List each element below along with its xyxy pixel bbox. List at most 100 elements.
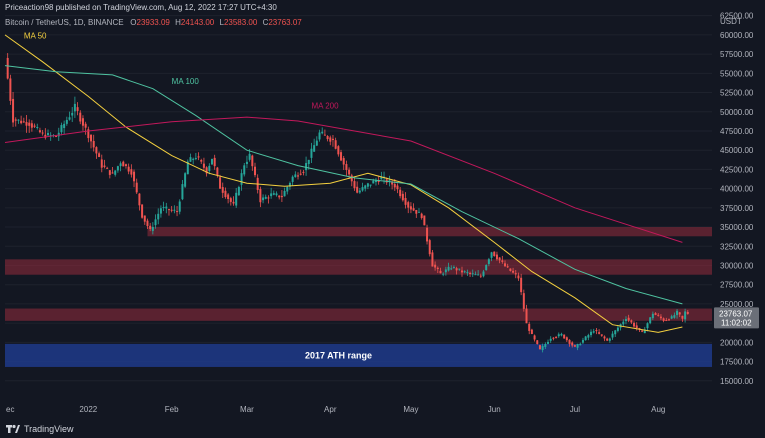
candle-body [557,334,560,337]
candle-body [684,311,687,320]
candle-body [361,187,364,191]
price-tick-label: 47500.00 [720,127,754,136]
price-tick-label: 57500.00 [720,50,754,59]
candle-body [100,159,103,168]
price-tick-label: 52500.00 [720,89,754,98]
candle-body [294,174,297,178]
candle-body [544,343,547,347]
time-axis[interactable]: ec 2022 Feb Mar Apr May Jun Jul Aug [6,405,665,414]
candle-body [272,193,275,195]
ohlc-low-value: 23583.00 [223,18,258,27]
candle-body [130,169,133,175]
candle-body [616,327,619,331]
time-tick-label: Jun [488,405,501,414]
candle-body [219,177,222,189]
candle-body [221,187,224,193]
candle-body [12,98,15,123]
ma50-line [4,34,683,333]
candle-body [342,158,345,165]
resistance-zone [5,259,712,275]
candle-body [350,175,353,182]
candle-body [90,134,93,142]
candle-body [504,263,507,267]
candle-body [624,319,627,322]
candle-body [401,193,404,201]
price-tick-label: 62500.00 [720,12,754,21]
candle-body [337,146,340,155]
price-tick-label: 40000.00 [720,185,754,194]
candle-body [598,332,601,334]
candle-body [509,268,512,271]
candle-body [463,271,466,273]
price-tick-label: 27500.00 [720,281,754,290]
candle-body [533,335,536,340]
candle-body [302,171,305,173]
candle-body [63,123,66,129]
candle-body [391,182,394,185]
candle-body [622,321,625,325]
time-tick-label: ec [6,405,14,414]
candle-body [407,202,410,208]
candle-body [641,330,644,332]
candle-body [189,157,192,162]
candle-body [547,341,550,344]
candle-body [426,227,429,242]
candle-body [541,346,544,351]
tradingview-brand[interactable]: TradingView [6,424,74,434]
last-price-tag [714,307,759,329]
candle-body [49,135,52,137]
candle-body [98,153,101,157]
price-tick-label: 50000.00 [720,108,754,117]
candle-body [415,209,418,214]
candle-body [417,211,420,213]
ohlc-low-label: L [219,18,224,27]
candle-body [366,183,369,187]
candle-body [138,193,141,206]
candle-body [192,158,195,160]
candle-body [334,140,337,149]
candle-body [479,275,482,277]
price-tick-label: 17500.00 [720,358,754,367]
candle-body [124,164,127,166]
candle-body [549,338,552,341]
candle-body [44,134,47,138]
resistance-zone [5,308,712,321]
ma-50-annotation: MA 50 [24,32,47,41]
currency-label: USDT [720,17,742,26]
price-tick-label: 32500.00 [720,242,754,251]
candle-body [676,310,679,316]
candle-body [396,185,399,190]
candle-body [111,172,114,174]
candle-body [576,343,579,348]
brand-label: TradingView [24,424,74,434]
candle-body [157,213,160,220]
candle-body [439,270,442,274]
candle-body [606,338,609,341]
candle-body [154,219,157,226]
candle-body [73,103,76,112]
price-axis-bg [712,0,765,438]
candle-body [92,140,95,148]
candle-body [420,213,423,218]
ath-range-zone [5,343,712,367]
candle-body [595,330,598,332]
price-tick-label: 30000.00 [720,261,754,270]
candle-body [95,147,98,154]
symbol-name: Bitcoin / TetherUS, 1D, BINANCE [5,18,124,27]
candle-body [208,165,211,171]
candle-body [520,277,523,293]
candle-body [65,120,68,124]
candle-body [681,315,684,319]
candle-body [487,259,490,264]
candle-body [323,134,326,136]
candle-body [528,323,531,331]
candle-body [315,140,318,146]
ath-range-label: 2017 ATH range [305,350,372,360]
candle-body [393,184,396,188]
candle-body [466,272,469,274]
candle-body [143,215,146,222]
time-tick-label: 2022 [79,405,97,414]
candle-body [149,225,152,229]
